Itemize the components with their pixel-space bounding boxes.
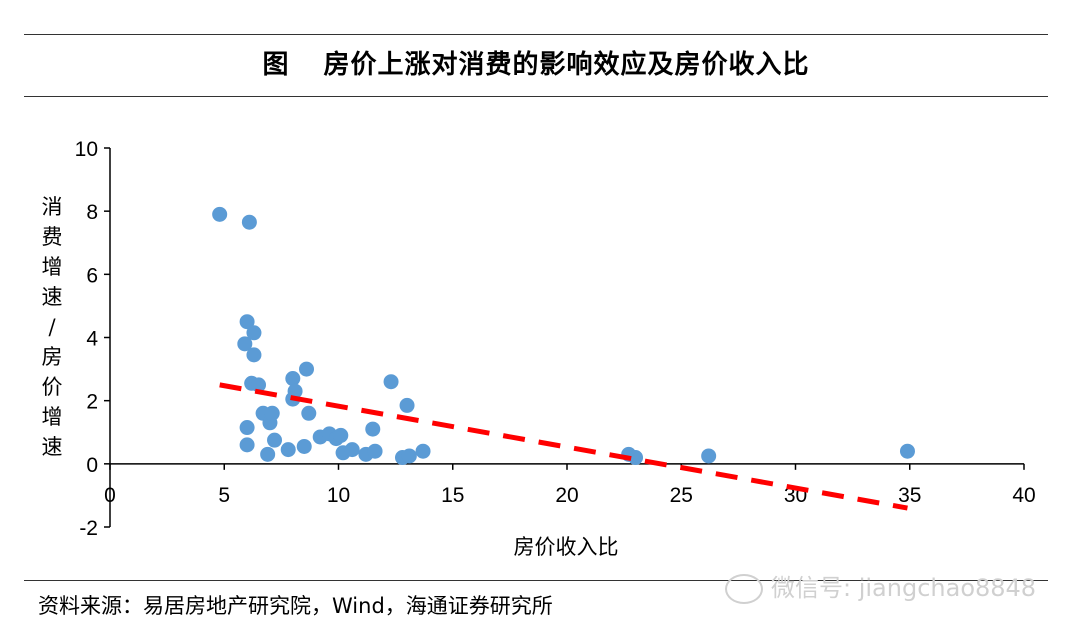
data-point [285, 371, 301, 387]
chart-title-bar: 图 房价上涨对消费的影响效应及房价收入比 [24, 44, 1048, 81]
data-point [367, 443, 383, 459]
bottom-rule [24, 580, 1048, 581]
data-point [701, 448, 717, 464]
title-rule [24, 96, 1048, 97]
y-tick-label: 4 [86, 328, 98, 351]
data-point [628, 450, 644, 466]
wechat-icon [725, 574, 763, 604]
data-point [415, 443, 431, 459]
x-tick-label: 35 [898, 484, 921, 507]
y-tick-label: -2 [79, 517, 98, 540]
data-point [301, 405, 317, 421]
data-point [239, 420, 255, 436]
source-note: 资料来源：易居房地产研究院，Wind，海通证券研究所 [38, 594, 553, 618]
data-point [267, 432, 283, 448]
data-point [296, 438, 312, 454]
data-point [280, 442, 296, 458]
data-point [399, 397, 415, 413]
trend-line [219, 382, 908, 511]
data-point [333, 427, 349, 443]
x-tick-label: 10 [327, 484, 350, 507]
x-tick-label: 5 [218, 484, 230, 507]
x-tick-label: 25 [670, 484, 693, 507]
x-axis-label: 房价收入比 [514, 535, 619, 559]
data-point [260, 446, 276, 462]
data-point [251, 377, 267, 393]
figure-prefix: 图 [262, 50, 290, 80]
x-tick-label: 0 [104, 484, 116, 507]
data-point [241, 214, 257, 230]
data-point [299, 361, 315, 377]
x-tick-label: 15 [441, 484, 464, 507]
data-point [365, 421, 381, 437]
data-point [246, 347, 262, 363]
y-tick-label: 6 [86, 264, 98, 287]
data-point [401, 448, 417, 464]
data-point [899, 443, 915, 459]
y-tick-label: 8 [86, 201, 98, 224]
data-point [264, 405, 280, 421]
chart-title: 房价上涨对消费的影响效应及房价收入比 [323, 50, 810, 80]
data-point [344, 442, 360, 458]
data-point [237, 336, 253, 352]
y-axis-label: 消费增速/房价增速 [42, 195, 63, 459]
y-tick-label: 0 [86, 454, 98, 477]
y-tick-label: 10 [75, 138, 98, 161]
data-point [383, 374, 399, 390]
data-point [239, 437, 255, 453]
watermark-text: 微信号: jiangchao8848 [771, 574, 1037, 602]
top-rule [24, 34, 1048, 35]
data-point [212, 206, 228, 222]
watermark: 微信号: jiangchao8848 [725, 568, 1036, 604]
x-tick-label: 40 [1012, 484, 1035, 507]
data-point [246, 325, 262, 341]
data-point [239, 314, 255, 330]
y-tick-label: 2 [86, 391, 98, 414]
x-tick-label: 20 [555, 484, 578, 507]
